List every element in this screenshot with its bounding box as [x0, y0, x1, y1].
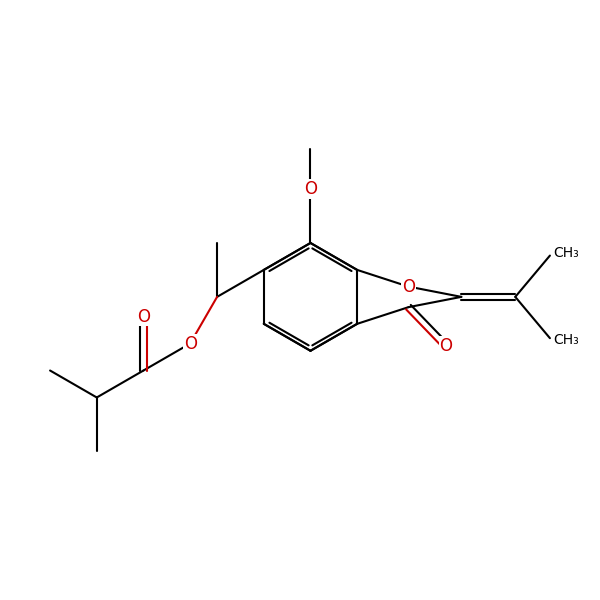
Text: O: O — [439, 337, 452, 355]
Text: O: O — [402, 278, 415, 296]
Text: CH₃: CH₃ — [554, 334, 580, 347]
Text: O: O — [304, 180, 317, 198]
Text: CH₃: CH₃ — [554, 247, 580, 260]
Text: O: O — [184, 335, 197, 353]
Text: O: O — [137, 308, 150, 326]
